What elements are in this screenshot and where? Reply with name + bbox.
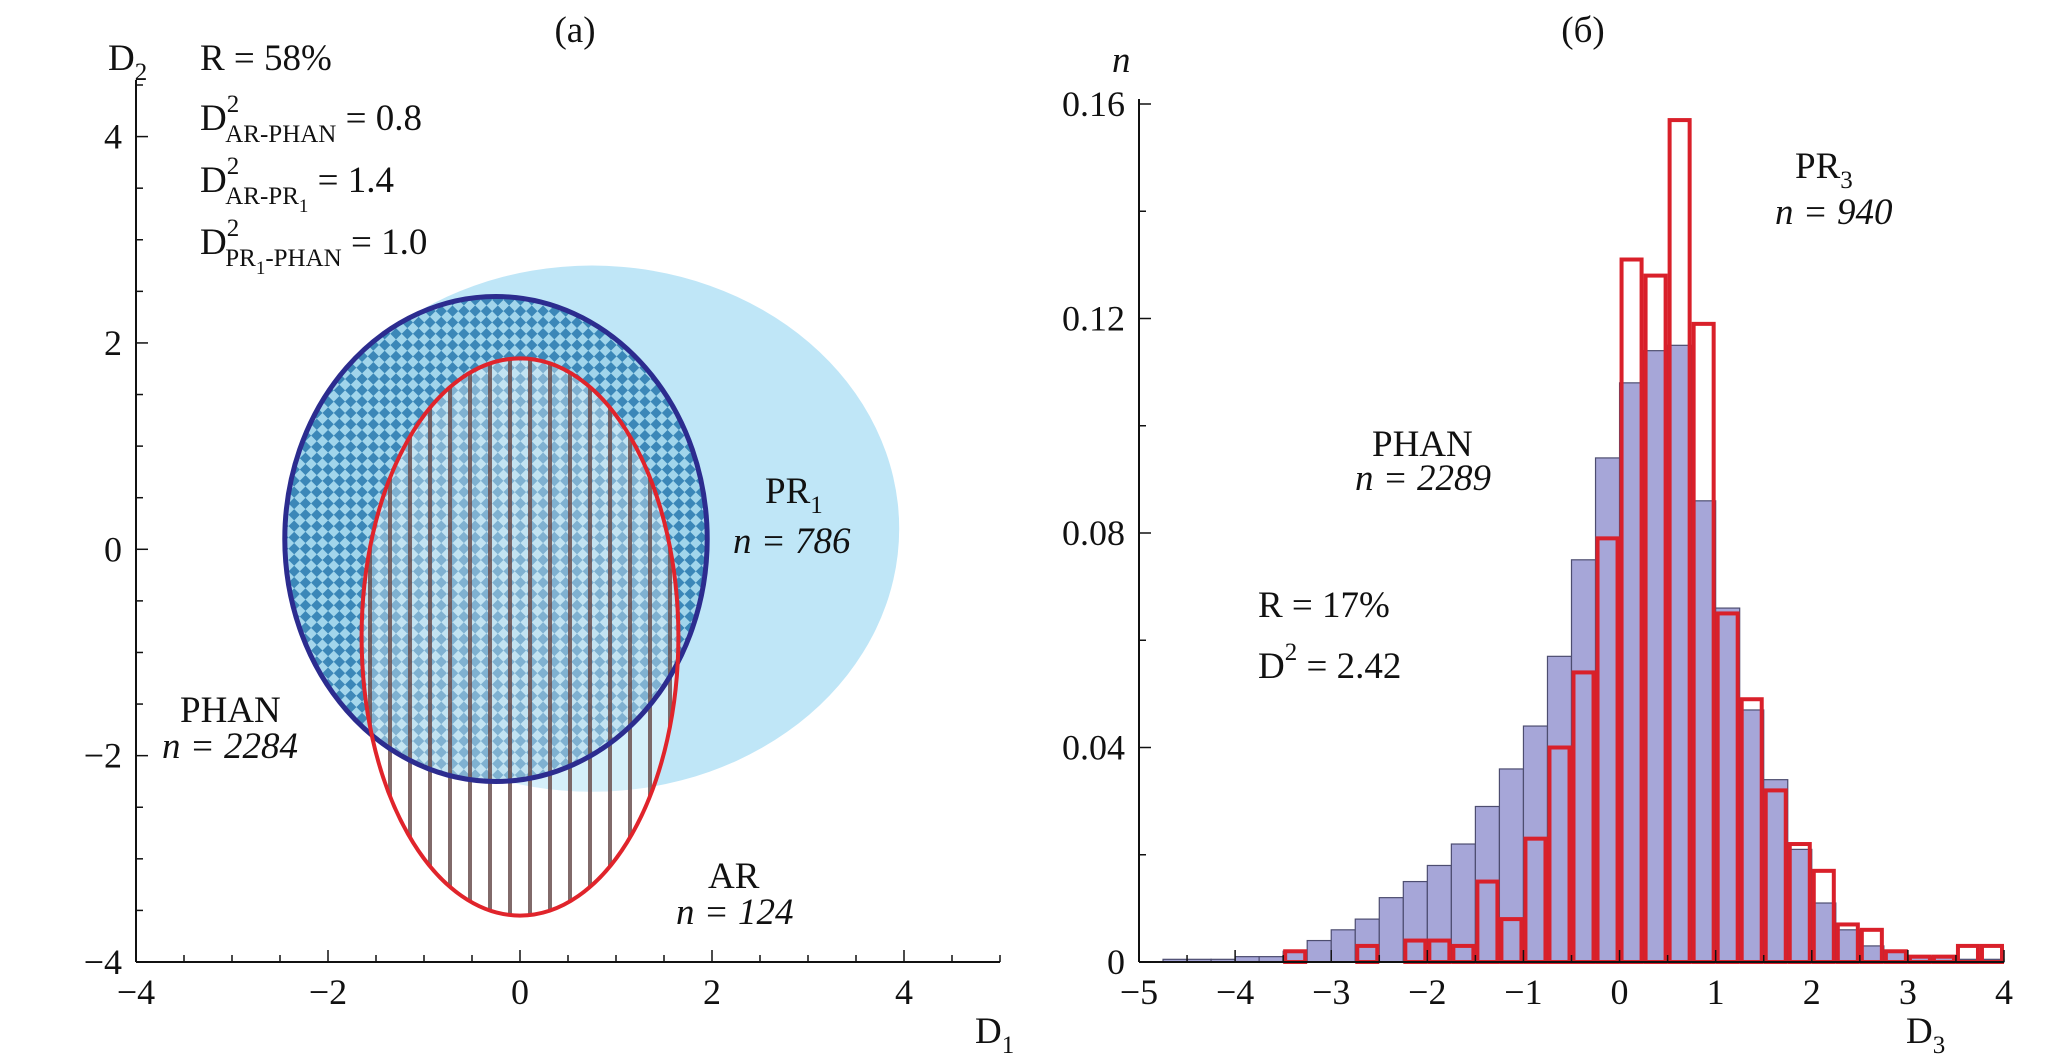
phan-bar <box>1667 344 1693 963</box>
label-phan-b: PHAN <box>1372 424 1473 465</box>
panel-b-x-tick-label: −1 <box>1504 972 1542 1012</box>
phan-bar <box>1546 655 1573 963</box>
panel-a-y-tick-label: −4 <box>84 942 122 982</box>
panel-b-y-axis-label: n <box>1112 40 1131 81</box>
label-pr3-n: n = 940 <box>1775 192 1893 233</box>
panel-a-x-tick-label: −4 <box>117 972 155 1012</box>
phan-bar <box>1594 457 1621 963</box>
annotation-r-a: R = 58% <box>200 38 332 79</box>
label-phan-a-n: n = 2284 <box>162 726 298 767</box>
panel-a: −4 −2 0 2 4 4 2 0 −2 −4 (a) D2 D1 R = 58% D2 AR-PH… <box>84 10 1015 1057</box>
panel-b-label: (б) <box>1561 10 1604 51</box>
annotation-d2-b: D2 = 2.42 <box>1258 639 1401 687</box>
panel-a-ellipses <box>282 265 900 918</box>
label-pr1-n: n = 786 <box>733 521 851 562</box>
panel-a-y-axis-label: D2 <box>108 38 147 86</box>
annotation-d2-pr1-phan: D2 PR1-PHAN = 1.0 <box>200 215 427 279</box>
panel-a-x-axis-label: D1 <box>975 1011 1014 1057</box>
panel-b-x-tick-label: 2 <box>1803 972 1821 1012</box>
panel-b-x-axis-label: D3 <box>1906 1011 1945 1057</box>
phan-bar <box>1354 918 1380 963</box>
panel-a-x-tick-label: 0 <box>511 972 529 1012</box>
panel-b-x-tick-label: −2 <box>1408 972 1446 1012</box>
phan-bar <box>1330 929 1356 963</box>
panel-a-x-tick-label: 2 <box>703 972 721 1012</box>
annotation-d2-ar-pr1: D2 AR-PR1 = 1.4 <box>200 153 394 217</box>
panel-b-axes: −5 −4 −3 −2 −1 0 1 2 3 4 0 0.04 0.08 0.12 0.16 <box>1062 84 2013 1012</box>
panel-a-x-tick-label: 4 <box>895 972 913 1012</box>
ellipse-ar-fill <box>361 358 679 916</box>
phan-bar <box>1474 805 1501 963</box>
label-ar-n: n = 124 <box>676 892 793 933</box>
panel-b-pr3-bars <box>1283 118 2004 965</box>
panel-b-y-tick-label: 0.16 <box>1062 84 1125 124</box>
panel-b: −5 −4 −3 −2 −1 0 1 2 3 4 0 0.04 0.08 0.12 0.16 (б) n D… <box>1062 10 2013 1057</box>
label-pr3: PR3 <box>1795 146 1853 194</box>
phan-bar <box>1570 559 1597 963</box>
label-phan-a: PHAN <box>180 690 281 731</box>
panel-a-x-tick-label: −2 <box>309 972 347 1012</box>
ellipse-phan-outline <box>282 294 710 784</box>
panel-b-x-tick-label: 0 <box>1611 972 1629 1012</box>
phan-bar <box>1787 848 1813 963</box>
panel-b-x-tick-label: 3 <box>1899 972 1917 1012</box>
panel-b-x-tick-label: −3 <box>1312 972 1350 1012</box>
annotation-r-b: R = 17% <box>1258 585 1390 626</box>
ellipse-ar-outline <box>359 356 681 918</box>
panel-a-y-tick-label: 4 <box>104 117 122 157</box>
panel-b-x-tick-label: −5 <box>1120 972 1158 1012</box>
label-phan-b-n: n = 2289 <box>1355 458 1491 499</box>
panel-b-y-tick-label: 0.08 <box>1062 513 1125 553</box>
panel-b-x-tick-label: 4 <box>1995 972 2013 1012</box>
panel-a-label: (a) <box>554 10 595 51</box>
panel-a-y-tick-label: −2 <box>84 736 122 776</box>
phan-bar <box>1378 897 1404 963</box>
label-ar: AR <box>708 856 760 897</box>
phan-bar <box>1811 902 1837 963</box>
phan-bar <box>1306 939 1332 963</box>
panel-a-axes: −4 −2 0 2 4 4 2 0 −2 −4 <box>84 80 1001 1012</box>
panel-b-x-tick-label: −4 <box>1216 972 1254 1012</box>
annotation-d2-ar-phan: D2 AR-PHAN = 0.8 <box>200 91 422 148</box>
panel-a-y-tick-label: 0 <box>104 529 122 569</box>
panel-a-y-tick-label: 2 <box>104 323 122 363</box>
panel-b-y-tick-label: 0.04 <box>1062 728 1125 768</box>
panel-b-x-tick-label: 1 <box>1707 972 1725 1012</box>
phan-bar <box>1450 843 1476 963</box>
panel-b-y-tick-label: 0.12 <box>1062 299 1125 339</box>
panel-b-y-tick-label: 0 <box>1107 942 1125 982</box>
label-pr1: PR1 <box>765 471 823 519</box>
